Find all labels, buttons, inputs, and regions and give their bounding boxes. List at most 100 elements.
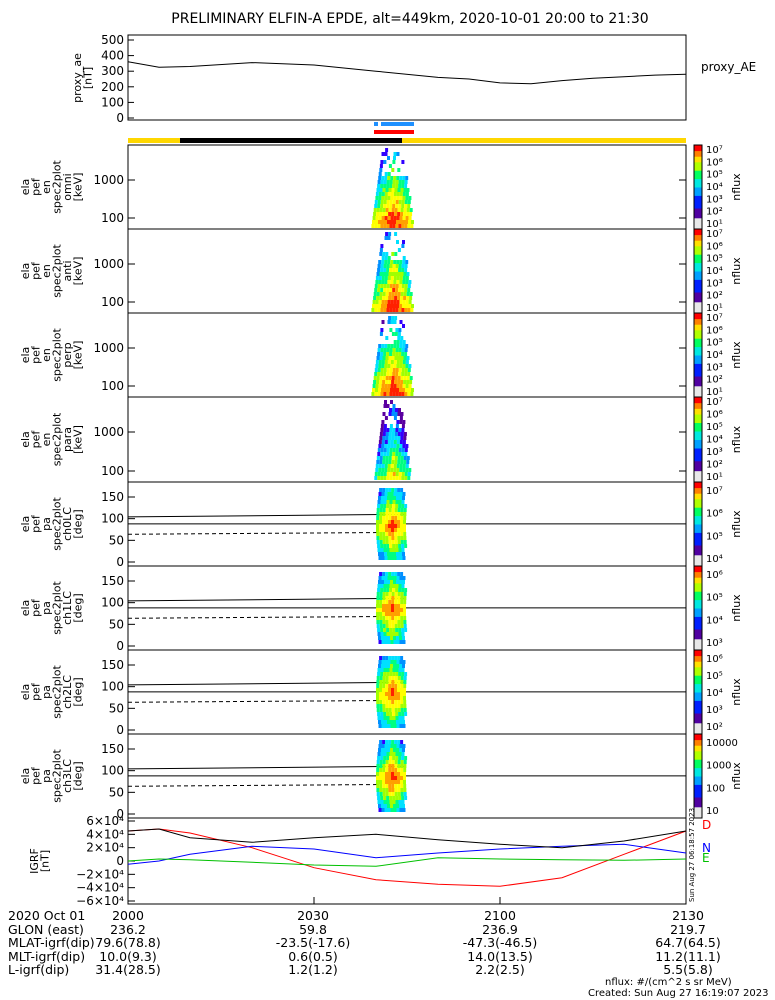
spectrogram-cell xyxy=(388,356,392,360)
spectrogram-cell xyxy=(394,252,398,256)
pa-spectrogram-cell xyxy=(382,600,386,604)
pa-colorbar-segment xyxy=(694,729,702,732)
pa-colorbar-segment xyxy=(694,710,702,713)
pa-spectrogram-cell xyxy=(381,748,384,752)
colorbar-tick-label: 10⁶ xyxy=(706,325,723,336)
igrf-series-line xyxy=(127,843,687,865)
spectrogram-cell xyxy=(389,348,393,352)
spectrogram-cell xyxy=(396,216,400,220)
pa-spectrogram-cell xyxy=(389,756,393,760)
pa-colorbar-segment xyxy=(694,532,702,535)
pa-colorbar-segment xyxy=(694,591,702,594)
pa-spectrogram-cell xyxy=(391,684,395,688)
spectrogram-cell xyxy=(393,192,397,196)
spectrogram-cell xyxy=(380,392,384,396)
pa-spectrogram-cell xyxy=(400,740,404,744)
pa-spectrogram-cell xyxy=(376,764,380,768)
pa-spectrogram-cell xyxy=(376,520,379,524)
pa-spectrogram-cell xyxy=(379,768,383,772)
spectrogram-cell xyxy=(389,428,393,432)
spec-colorbar-segment xyxy=(694,292,702,294)
pa-spectrogram-cell xyxy=(382,688,385,692)
spectrogram-cell xyxy=(392,284,396,288)
spectrogram-cell xyxy=(402,340,406,344)
spectrogram-cell xyxy=(380,368,384,372)
spec-ylabel: en xyxy=(40,264,53,278)
spec-colorbar-segment xyxy=(694,209,702,212)
spectrogram-cell xyxy=(384,384,388,388)
pa-colorbar-segment xyxy=(694,801,702,804)
pa-spectrogram-cell xyxy=(388,740,392,744)
pa-spectrogram-cell xyxy=(384,744,388,748)
pa-spectrogram-cell xyxy=(377,548,381,552)
pa-tick-label: 150 xyxy=(101,490,124,504)
spectrogram-cell xyxy=(395,288,399,292)
spectrogram-cell xyxy=(385,232,389,236)
spectrogram-cell xyxy=(402,216,406,220)
pa-spectrogram-cell xyxy=(385,680,389,684)
spectrogram-cell xyxy=(389,368,393,372)
pa-ylabel: pa xyxy=(40,769,53,783)
colorbar-tick-label: 10⁵ xyxy=(706,254,723,265)
spectrogram-cell xyxy=(386,180,390,184)
spectrogram-cell xyxy=(394,460,398,464)
colorbar-tick-label: 10² xyxy=(706,460,723,471)
pa-spectrogram-cell xyxy=(403,792,407,796)
spectrogram-cell xyxy=(371,224,375,228)
spectrogram-cell xyxy=(384,172,388,176)
pa-spectrogram-cell xyxy=(399,552,402,556)
colorbar-tick-label: 10² xyxy=(706,207,723,218)
spectrogram-cell xyxy=(394,208,398,212)
spectrogram-cell xyxy=(381,320,385,324)
pa-colorbar-segment xyxy=(694,556,702,559)
spec-colorbar-segment xyxy=(694,390,702,392)
spec-colorbar-segment xyxy=(694,257,702,259)
pa-colorbar-segment xyxy=(694,521,702,524)
spectrogram-cell xyxy=(398,224,402,228)
pa-colorbar-segment xyxy=(694,650,702,652)
spectrogram-cell xyxy=(384,176,388,180)
spec-colorbar-segment xyxy=(694,380,702,383)
spectrogram-cell xyxy=(404,368,408,372)
spec-colorbar-segment xyxy=(694,224,702,227)
colorbar-tick-label: 10⁶ xyxy=(706,509,723,520)
pa-spectrogram-cell xyxy=(389,548,393,552)
pa-tick-label: 150 xyxy=(101,742,124,756)
spec-colorbar-segment xyxy=(694,250,702,252)
pa-spectrogram-cell xyxy=(380,548,384,552)
spectrogram-cell xyxy=(383,264,387,268)
pa-colorbar-segment xyxy=(694,531,702,533)
spectrogram-cell xyxy=(407,472,411,476)
footer-row-value: 236.9 xyxy=(482,921,518,937)
pa-colorbar-segment xyxy=(694,497,702,500)
footer-row-value: 0.6(0.5) xyxy=(288,948,338,964)
spectrogram-cell xyxy=(397,248,401,252)
spec-colorbar-segment xyxy=(694,402,702,405)
pa-spectrogram-cell xyxy=(387,664,390,668)
pa-spectrogram-cell xyxy=(395,672,399,676)
pa-colorbar-segment xyxy=(694,739,702,742)
spec-colorbar-segment xyxy=(694,199,702,202)
colorbar-label: nflux xyxy=(730,510,743,538)
pa-colorbar-segment xyxy=(694,725,702,728)
spectrogram-cell xyxy=(384,464,388,468)
pa-colorbar-segment xyxy=(694,553,702,556)
pa-spectrogram-cell xyxy=(403,708,407,712)
spectrogram-cell xyxy=(374,204,378,208)
spectrogram-cell xyxy=(377,448,381,452)
spec-colorbar-segment xyxy=(694,150,702,153)
spec-colorbar-segment xyxy=(694,436,702,439)
pa-colorbar-segment xyxy=(694,791,702,794)
spec-colorbar-segment xyxy=(694,192,702,195)
spec-colorbar-segment xyxy=(694,184,702,187)
spectrogram-cell xyxy=(402,364,406,368)
spectrogram-cell xyxy=(389,452,393,456)
pa-spectrogram-cell xyxy=(401,672,405,676)
pa-spectrogram-cell xyxy=(400,488,404,492)
spec-colorbar-segment xyxy=(694,170,702,173)
spec-colorbar-segment xyxy=(694,286,702,289)
spectrogram-cell xyxy=(380,328,384,332)
pa-spectrogram-cell xyxy=(377,672,381,676)
pa-spectrogram-cell xyxy=(382,508,386,512)
spectrogram-cell xyxy=(388,412,392,416)
